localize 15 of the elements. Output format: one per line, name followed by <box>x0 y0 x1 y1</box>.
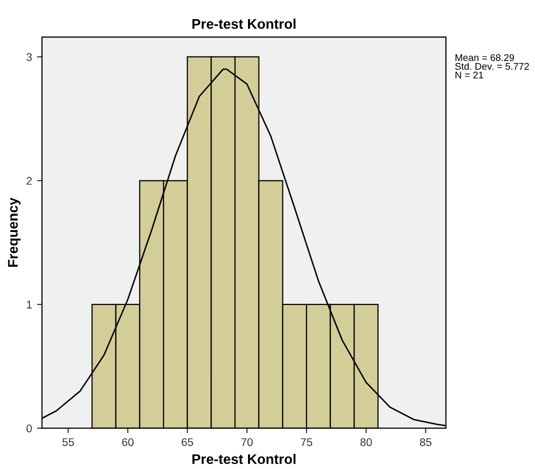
y-tick-label: 0 <box>26 424 32 432</box>
chart-title: Pre-test Kontrol <box>192 18 296 29</box>
y-tick-label: 2 <box>26 176 32 185</box>
text: Mean = 68.29 Std. Dev. = 5.772 N = 21 <box>455 54 529 78</box>
y-axis-title: Frequency <box>8 198 21 267</box>
x-tick-label: 85 <box>420 438 432 446</box>
x-tick-label: 55 <box>62 438 74 446</box>
x-tick-label: 75 <box>300 438 312 446</box>
y-tick-label: 1 <box>26 300 32 308</box>
x-tick-label: 80 <box>360 438 372 446</box>
x-tick-label: 70 <box>241 438 253 446</box>
x-tick-label: 60 <box>122 438 134 446</box>
x-tick-label: 65 <box>182 438 194 446</box>
y-tick-label: 3 <box>26 53 32 61</box>
x-axis-title: Pre-test Kontrol <box>192 454 296 464</box>
